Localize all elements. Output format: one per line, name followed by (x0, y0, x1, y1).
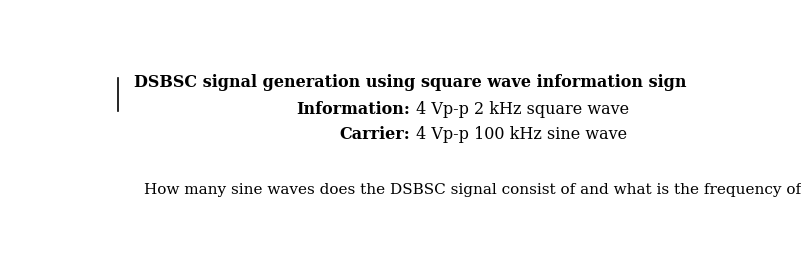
Text: 4 Vp-p 100 kHz sine wave: 4 Vp-p 100 kHz sine wave (410, 126, 626, 143)
Text: Carrier:: Carrier: (340, 126, 410, 143)
Text: How many sine waves does the DSBSC signal consist of and what is the frequency o: How many sine waves does the DSBSC signa… (143, 183, 801, 197)
Text: 4 Vp-p 2 kHz square wave: 4 Vp-p 2 kHz square wave (410, 101, 629, 118)
Text: DSBSC signal generation using square wave information sign: DSBSC signal generation using square wav… (135, 74, 686, 91)
Text: Information:: Information: (296, 101, 410, 118)
